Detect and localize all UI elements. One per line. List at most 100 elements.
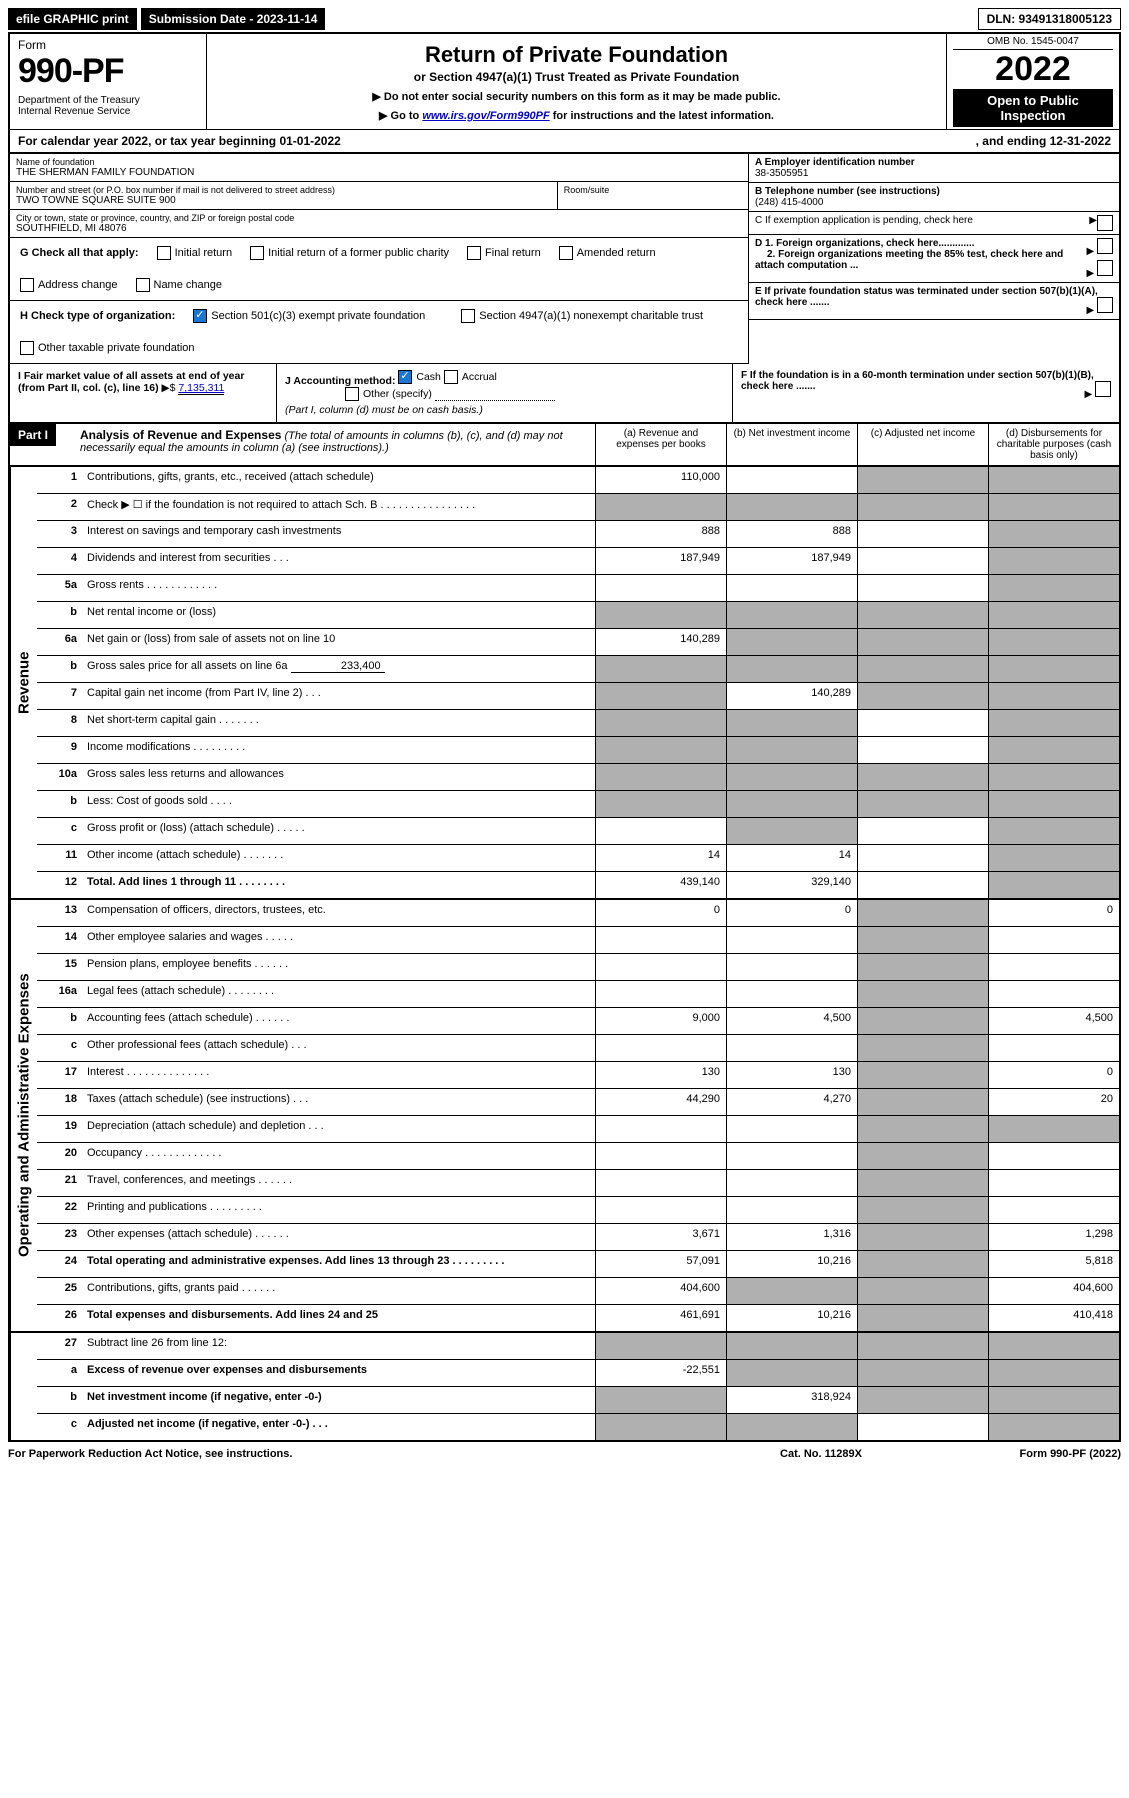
row-num: 2 [37, 494, 81, 520]
checkbox[interactable] [461, 309, 475, 323]
table-row: cGross profit or (loss) (attach schedule… [37, 818, 1119, 845]
row-num: b [37, 602, 81, 628]
value-cell [988, 629, 1119, 655]
row-num: 1 [37, 467, 81, 493]
value-cell [857, 1333, 988, 1359]
value-cell [988, 683, 1119, 709]
submission-date: Submission Date - 2023-11-14 [141, 8, 326, 30]
table-row: 5aGross rents . . . . . . . . . . . . [37, 575, 1119, 602]
value-cell [857, 1008, 988, 1034]
table-row: bGross sales price for all assets on lin… [37, 656, 1119, 683]
value-cell: 5,818 [988, 1251, 1119, 1277]
row-num: 8 [37, 710, 81, 736]
row-desc: Excess of revenue over expenses and disb… [81, 1360, 595, 1386]
table-row: 22Printing and publications . . . . . . … [37, 1197, 1119, 1224]
checkbox-checked[interactable] [398, 370, 412, 384]
value-cell [857, 764, 988, 790]
foundation-name: THE SHERMAN FAMILY FOUNDATION [16, 167, 742, 178]
row-num: 6a [37, 629, 81, 655]
efile-badge: efile GRAPHIC print [8, 8, 137, 30]
checkbox[interactable] [250, 246, 264, 260]
row-num: 24 [37, 1251, 81, 1277]
value-cell [726, 818, 857, 844]
row-desc: Other income (attach schedule) . . . . .… [81, 845, 595, 871]
instr-1: ▶ Do not enter social security numbers o… [217, 90, 936, 103]
row-num: 4 [37, 548, 81, 574]
table-row: 23Other expenses (attach schedule) . . .… [37, 1224, 1119, 1251]
checkbox[interactable] [467, 246, 481, 260]
value-cell [595, 710, 726, 736]
irs-link[interactable]: www.irs.gov/Form990PF [422, 110, 549, 122]
row-desc: Other expenses (attach schedule) . . . .… [81, 1224, 595, 1250]
h-label: H Check type of organization: [20, 310, 175, 322]
row-num: 15 [37, 954, 81, 980]
value-cell [726, 737, 857, 763]
row-desc: Gross rents . . . . . . . . . . . . [81, 575, 595, 601]
row-num: 16a [37, 981, 81, 1007]
calendar-year: For calendar year 2022, or tax year begi… [8, 129, 1121, 154]
value-cell [857, 521, 988, 547]
value-cell [988, 1170, 1119, 1196]
checkbox[interactable] [444, 370, 458, 384]
checkbox[interactable] [136, 278, 150, 292]
checkbox-checked[interactable] [193, 309, 207, 323]
value-cell [726, 927, 857, 953]
value-cell [857, 845, 988, 871]
row-num: b [37, 1387, 81, 1413]
e-label: E If private foundation status was termi… [755, 286, 1098, 308]
row-desc: Net rental income or (loss) [81, 602, 595, 628]
value-cell: 0 [726, 900, 857, 926]
value-cell: 3,671 [595, 1224, 726, 1250]
checkbox[interactable] [20, 341, 34, 355]
value-cell [726, 467, 857, 493]
value-cell: 130 [726, 1062, 857, 1088]
table-row: 9Income modifications . . . . . . . . . [37, 737, 1119, 764]
value-cell [857, 1251, 988, 1277]
checkbox[interactable] [157, 246, 171, 260]
row-desc: Contributions, gifts, grants, etc., rece… [81, 467, 595, 493]
checkbox[interactable] [345, 387, 359, 401]
row-num: b [37, 791, 81, 817]
value-cell [595, 1414, 726, 1440]
table-row: 27Subtract line 26 from line 12: [37, 1333, 1119, 1360]
row-desc: Accounting fees (attach schedule) . . . … [81, 1008, 595, 1034]
row-num: 18 [37, 1089, 81, 1115]
value-cell [857, 683, 988, 709]
row-num: 22 [37, 1197, 81, 1223]
value-cell [726, 1414, 857, 1440]
value-cell: 57,091 [595, 1251, 726, 1277]
value-cell [726, 656, 857, 682]
checkbox[interactable] [20, 278, 34, 292]
fmv-link[interactable]: 7,135,311 [178, 382, 224, 395]
value-cell [726, 710, 857, 736]
value-cell: 888 [595, 521, 726, 547]
table-row: 10aGross sales less returns and allowanc… [37, 764, 1119, 791]
value-cell: 1,298 [988, 1224, 1119, 1250]
col-c: (c) Adjusted net income [858, 424, 989, 465]
table-row: 16aLegal fees (attach schedule) . . . . … [37, 981, 1119, 1008]
value-cell [857, 467, 988, 493]
row-desc: Interest . . . . . . . . . . . . . . [81, 1062, 595, 1088]
value-cell [988, 710, 1119, 736]
row-desc: Subtract line 26 from line 12: [81, 1333, 595, 1359]
value-cell: 10,216 [726, 1305, 857, 1331]
value-cell [857, 1305, 988, 1331]
value-cell [595, 1116, 726, 1142]
value-cell [988, 954, 1119, 980]
side-expenses: Operating and Administrative Expenses [10, 900, 37, 1331]
row-desc: Gross sales less returns and allowances [81, 764, 595, 790]
value-cell [595, 1387, 726, 1413]
table-row: bNet investment income (if negative, ent… [37, 1387, 1119, 1414]
table-row: 8Net short-term capital gain . . . . . .… [37, 710, 1119, 737]
row-desc: Other employee salaries and wages . . . … [81, 927, 595, 953]
row-num: a [37, 1360, 81, 1386]
value-cell [726, 602, 857, 628]
value-cell [988, 1197, 1119, 1223]
value-cell: 0 [988, 1062, 1119, 1088]
row-num: 19 [37, 1116, 81, 1142]
row-num: 12 [37, 872, 81, 898]
table-row: 2Check ▶ ☐ if the foundation is not requ… [37, 494, 1119, 521]
checkbox[interactable] [559, 246, 573, 260]
g-label: G Check all that apply: [20, 247, 139, 259]
row-desc: Check ▶ ☐ if the foundation is not requi… [81, 494, 595, 520]
